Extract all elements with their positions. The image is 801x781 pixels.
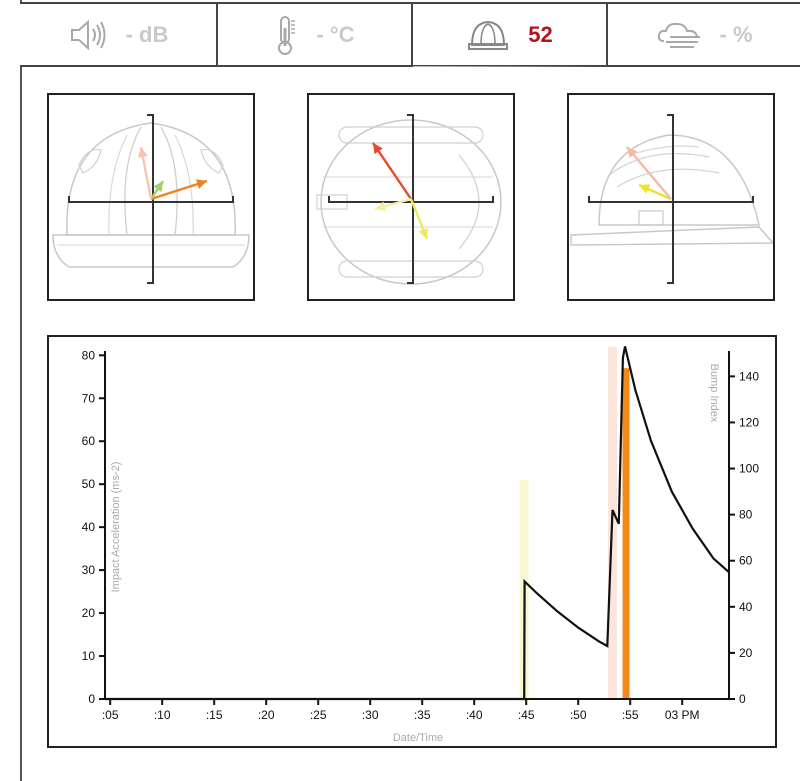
y-axis-left-label: Impact Acceleration (ms-2) xyxy=(110,462,122,593)
y-right-tick-label: 100 xyxy=(739,462,759,476)
y-axis-right-label: Bump Index xyxy=(708,364,720,423)
x-tick-label: :55 xyxy=(622,708,639,722)
front-view-vector-head-1 xyxy=(153,181,163,193)
y-left-tick-label: 10 xyxy=(82,649,96,663)
y-right-tick-label: 140 xyxy=(739,369,759,383)
tab-temperature[interactable]: - °C xyxy=(218,2,413,67)
y-left-tick-label: 80 xyxy=(82,348,96,362)
app-frame xyxy=(20,0,800,781)
impact-chart: 0 10 20 30 40 50 60 70 80 0 20 40 60 80 100 120 140 :05 :1… xyxy=(47,335,777,748)
top-view-vector-head-2 xyxy=(375,201,386,212)
x-tick-label: 03 PM xyxy=(665,708,700,722)
impact-bar xyxy=(622,368,630,699)
top-view-vector-head-0 xyxy=(373,143,383,155)
humidity-cloud-icon xyxy=(657,22,700,48)
front-view-vector-head-0 xyxy=(195,179,207,189)
x-tick-label: :35 xyxy=(414,708,431,722)
x-tick-label: :45 xyxy=(518,708,535,722)
y-left-tick-label: 40 xyxy=(82,520,96,534)
helmet-side-drawing xyxy=(570,134,773,246)
y-right-tick-label: 120 xyxy=(739,415,759,429)
tab-sound[interactable]: - dB xyxy=(20,2,218,67)
bump-index-line xyxy=(105,346,730,701)
x-tick-label: :30 xyxy=(362,708,379,722)
y-left-tick-label: 30 xyxy=(82,563,96,577)
humidity-value: - % xyxy=(719,21,753,47)
x-tick-label: :10 xyxy=(154,708,171,722)
side-view-vector-head-0 xyxy=(639,184,651,194)
x-tick-label: :25 xyxy=(310,708,327,722)
speaker-icon xyxy=(70,19,106,50)
y-right-tick-label: 60 xyxy=(739,554,753,568)
helmet-front-drawing xyxy=(52,122,250,268)
sensor-tab-bar: - dB - °C 52 - % xyxy=(20,2,800,67)
x-tick-label: :50 xyxy=(570,708,587,722)
y-right-tick-label: 20 xyxy=(739,646,753,660)
top-view-vector-head-1 xyxy=(418,227,428,239)
x-axis-label: Date/Time xyxy=(393,732,443,744)
side-axes xyxy=(588,114,754,284)
y-left-tick-label: 60 xyxy=(82,434,96,448)
side-view-vector-1 xyxy=(626,146,672,200)
y-left-tick-label: 20 xyxy=(82,606,96,620)
y-right-tick-label: 40 xyxy=(739,600,753,614)
helmet-front-view xyxy=(47,93,255,301)
y-left-tick-label: 50 xyxy=(82,477,96,491)
helmet-top-view xyxy=(307,93,515,301)
tab-humidity[interactable]: - % xyxy=(608,2,800,67)
x-tick-label: :20 xyxy=(258,708,275,722)
temperature-value: - °C xyxy=(316,21,355,47)
x-tick-label: :15 xyxy=(206,708,223,722)
helmet-icon xyxy=(468,20,509,50)
y-right-tick-label: 80 xyxy=(739,508,753,522)
x-tick-label: :05 xyxy=(102,708,119,722)
top-axes xyxy=(328,114,494,284)
helmet-side-view xyxy=(567,93,775,301)
x-tick-label: :40 xyxy=(466,708,483,722)
y-left-tick-label: 70 xyxy=(82,391,96,405)
side-view-vector-head-1 xyxy=(627,147,638,158)
thermometer-icon xyxy=(278,15,296,55)
impact-chart-svg: 0 10 20 30 40 50 60 70 80 0 20 40 60 80 100 120 140 :05 :1… xyxy=(82,346,759,744)
front-axes xyxy=(68,114,234,284)
impact-value: 52 xyxy=(528,21,553,47)
sound-value: - dB xyxy=(125,21,169,47)
front-view-vector-head-2 xyxy=(137,147,148,158)
top-view-vector-0 xyxy=(372,142,412,200)
y-right-tick-label: 0 xyxy=(739,692,746,706)
tab-divider xyxy=(20,65,800,67)
tab-impact[interactable]: 52 xyxy=(413,2,608,67)
y-left-tick-label: 0 xyxy=(88,692,95,706)
